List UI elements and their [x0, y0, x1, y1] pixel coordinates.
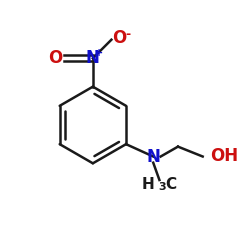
- Text: +: +: [95, 48, 103, 58]
- Text: OH: OH: [210, 147, 239, 165]
- Text: O: O: [112, 29, 126, 47]
- Text: -: -: [126, 28, 131, 41]
- Text: 3: 3: [158, 182, 166, 192]
- Text: H: H: [142, 178, 154, 192]
- Text: N: N: [86, 49, 100, 67]
- Text: C: C: [166, 178, 177, 192]
- Text: O: O: [48, 49, 62, 67]
- Text: N: N: [146, 148, 160, 166]
